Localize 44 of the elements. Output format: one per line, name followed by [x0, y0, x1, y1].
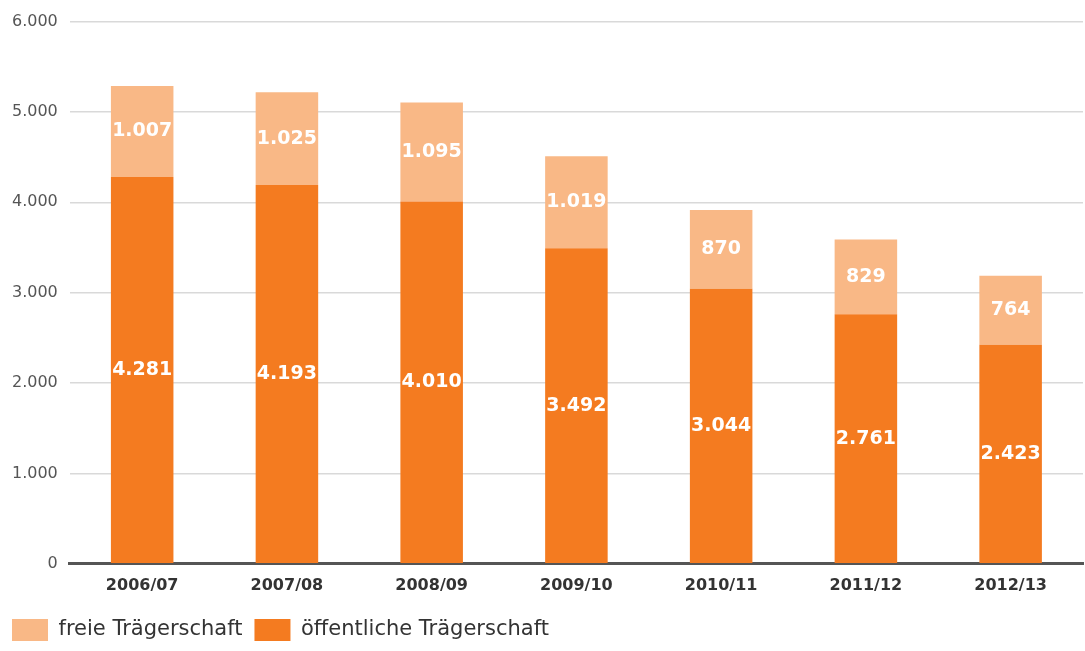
data-label: 3.044	[691, 412, 752, 435]
x-tick-label: 2007/08	[250, 574, 324, 594]
y-tick-label: 4.000	[11, 191, 58, 211]
y-tick-label: 3.000	[11, 281, 58, 301]
bar	[255, 184, 319, 564]
y-tick-label: 6.000	[11, 10, 58, 30]
bar	[400, 102, 463, 202]
data-label: 829	[846, 263, 886, 286]
y-tick-label: 1.000	[11, 462, 58, 482]
x-tick-label: 2006/07	[105, 574, 179, 594]
data-label: 764	[990, 297, 1031, 320]
bar	[834, 239, 898, 315]
legend-label: öffentliche Trägerschaft	[300, 616, 549, 641]
data-label: 3.492	[546, 392, 607, 415]
data-label: 1.019	[546, 189, 607, 212]
data-label: 1.007	[112, 118, 173, 141]
bar	[834, 314, 898, 564]
bar	[545, 248, 608, 564]
bar	[689, 210, 753, 289]
x-tick-label: 2010/11	[684, 574, 758, 594]
data-label: 2.423	[980, 440, 1041, 463]
bar	[255, 92, 319, 185]
x-tick-label: 2012/13	[974, 574, 1047, 594]
data-label: 4.193	[256, 360, 317, 383]
bar	[110, 176, 174, 564]
data-label: 4.281	[112, 356, 173, 379]
bar	[400, 201, 463, 564]
bar	[979, 275, 1042, 345]
data-label: 4.010	[401, 369, 462, 392]
x-tick-label: 2008/09	[395, 574, 468, 594]
data-label: 1.095	[401, 138, 462, 161]
y-tick-label: 2.000	[11, 372, 58, 392]
data-label: 1.025	[256, 125, 317, 148]
data-label: 870	[701, 236, 741, 259]
y-tick-label: 5.000	[11, 101, 58, 121]
bar	[545, 156, 608, 249]
x-tick-label: 2011/12	[829, 574, 903, 594]
bar	[979, 344, 1042, 564]
x-tick-label: 2009/10	[540, 574, 613, 594]
y-tick-label: 0	[47, 552, 58, 572]
data-label: 2.761	[835, 425, 896, 448]
bar	[110, 85, 174, 177]
bar	[689, 288, 753, 564]
legend-label: freie Trägerschaft	[58, 616, 243, 641]
